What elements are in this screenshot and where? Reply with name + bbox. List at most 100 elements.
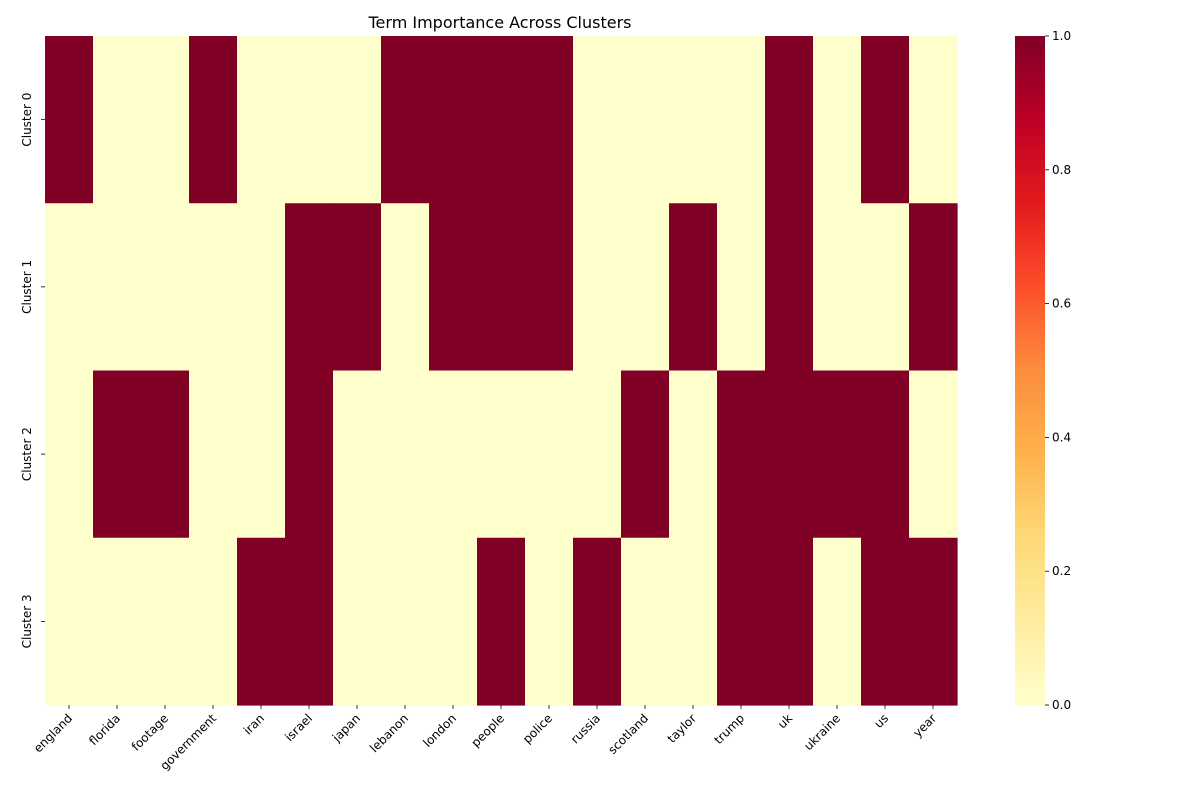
heatmap-cell xyxy=(237,537,286,706)
heatmap-cell xyxy=(45,36,94,204)
heatmap-cell xyxy=(237,36,286,204)
heatmap-cell xyxy=(477,203,526,372)
heatmap-cell xyxy=(189,36,238,204)
heatmap-cell xyxy=(765,36,814,204)
heatmap-cell xyxy=(861,370,910,539)
heatmap-cell xyxy=(285,203,334,372)
x-tick-label: uk xyxy=(775,711,795,731)
heatmap-cell xyxy=(765,370,814,539)
heatmap-cell xyxy=(573,537,622,706)
heatmap-cell xyxy=(381,36,430,204)
colorbar-tick-label: 0.0 xyxy=(1052,698,1071,712)
heatmap-cell xyxy=(141,203,190,372)
heatmap-cell xyxy=(429,203,478,372)
colorbar xyxy=(1015,36,1045,705)
heatmap-cell xyxy=(477,537,526,706)
heatmap-cell xyxy=(45,537,94,706)
heatmap-cell xyxy=(141,537,190,706)
heatmap-cell xyxy=(909,36,958,204)
heatmap-cell xyxy=(525,203,574,372)
x-tick-label: russia xyxy=(568,711,603,746)
colorbar-tick-label: 0.6 xyxy=(1052,297,1071,311)
heatmap-cell xyxy=(333,370,382,539)
heatmap-cell xyxy=(285,537,334,706)
heatmap-cell xyxy=(141,36,190,204)
heatmap-cell xyxy=(717,203,766,372)
heatmap-cell xyxy=(669,370,718,539)
x-tick-label: trump xyxy=(711,711,747,747)
heatmap-cell xyxy=(93,370,142,539)
y-axis-ticks: Cluster 0 Cluster 1 Cluster 2 Cluster 3 xyxy=(20,93,45,648)
x-tick-label: footage xyxy=(129,711,171,753)
heatmap-cell xyxy=(333,203,382,372)
heatmap-cell xyxy=(909,370,958,539)
heatmap-cell xyxy=(813,370,862,539)
x-tick-label: england xyxy=(31,711,75,755)
heatmap-cell xyxy=(717,537,766,706)
heatmap-cell xyxy=(45,370,94,539)
heatmap-cell xyxy=(717,36,766,204)
heatmap-cell xyxy=(189,370,238,539)
heatmap-cell xyxy=(429,537,478,706)
heatmap-cell xyxy=(621,370,670,539)
heatmap-cell xyxy=(621,36,670,204)
heatmap-cell xyxy=(333,36,382,204)
x-tick-label: japan xyxy=(329,711,363,745)
heatmap-cell xyxy=(669,36,718,204)
heatmap-cell xyxy=(813,203,862,372)
heatmap-cell xyxy=(429,36,478,204)
heatmap-cell xyxy=(477,370,526,539)
colorbar-tick-label: 0.2 xyxy=(1052,564,1071,578)
colorbar-ticks: 0.0 0.2 0.4 0.6 0.8 1.0 xyxy=(1045,29,1071,712)
heatmap-cell xyxy=(573,36,622,204)
x-tick-label: florida xyxy=(86,711,123,748)
y-tick-label: Cluster 2 xyxy=(20,427,34,481)
x-tick-label: year xyxy=(910,711,939,740)
heatmap-cell xyxy=(909,203,958,372)
heatmap-cell xyxy=(237,370,286,539)
heatmap-cell xyxy=(909,537,958,706)
heatmap-cell xyxy=(141,370,190,539)
colorbar-tick-label: 1.0 xyxy=(1052,29,1071,43)
heatmap-cell xyxy=(813,36,862,204)
y-tick-label: Cluster 3 xyxy=(20,594,34,648)
colorbar-tick-label: 0.8 xyxy=(1052,163,1071,177)
x-tick-label: police xyxy=(520,711,555,746)
y-tick-label: Cluster 1 xyxy=(20,260,34,314)
heatmap-cell xyxy=(381,370,430,539)
heatmap-cell xyxy=(861,537,910,706)
heatmap-cell xyxy=(525,36,574,204)
heatmap-cell xyxy=(669,203,718,372)
chart-title: Term Importance Across Clusters xyxy=(368,13,632,32)
heatmap-cell xyxy=(93,36,142,204)
x-tick-label: ukraine xyxy=(801,711,843,753)
heatmap-cell xyxy=(477,36,526,204)
heatmap-cell xyxy=(189,203,238,372)
heatmap-cells xyxy=(45,36,958,706)
heatmap-cell xyxy=(285,36,334,204)
x-tick-label: us xyxy=(871,711,891,731)
colorbar-tick-label: 0.4 xyxy=(1052,430,1071,444)
heatmap-cell xyxy=(765,203,814,372)
y-tick-label: Cluster 0 xyxy=(20,93,34,147)
heatmap-cell xyxy=(573,370,622,539)
heatmap-cell xyxy=(861,203,910,372)
x-tick-label: israel xyxy=(282,711,315,744)
heatmap-cell xyxy=(525,537,574,706)
heatmap-cell xyxy=(93,203,142,372)
heatmap-cell xyxy=(525,370,574,539)
heatmap-cell xyxy=(237,203,286,372)
x-tick-label: taylor xyxy=(665,711,700,746)
x-tick-label: people xyxy=(468,711,507,750)
heatmap-cell xyxy=(717,370,766,539)
heatmap-cell xyxy=(429,370,478,539)
heatmap-cell xyxy=(621,203,670,372)
x-tick-label: scotland xyxy=(605,711,651,757)
heatmap-cell xyxy=(765,537,814,706)
heatmap-cell xyxy=(381,537,430,706)
heatmap-cell xyxy=(45,203,94,372)
heatmap-cell xyxy=(333,537,382,706)
heatmap-cell xyxy=(573,203,622,372)
